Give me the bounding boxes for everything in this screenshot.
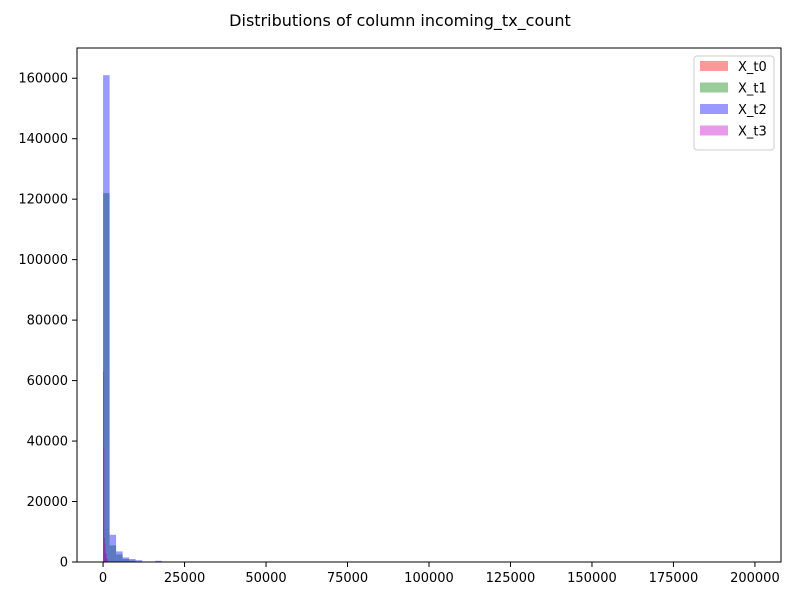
y-tick-label: 20000 bbox=[27, 495, 68, 510]
chart-title: Distributions of column incoming_tx_coun… bbox=[229, 11, 571, 31]
histogram-bar bbox=[106, 558, 109, 562]
histogram-bar bbox=[129, 560, 136, 562]
x-tick-label: 125000 bbox=[486, 571, 536, 586]
x-tick-label: 200000 bbox=[730, 571, 780, 586]
legend-swatch bbox=[700, 125, 728, 136]
histogram-bar bbox=[103, 371, 105, 562]
histogram-bar bbox=[109, 534, 117, 562]
x-tick-label: 150000 bbox=[567, 571, 617, 586]
histogram-bar bbox=[122, 557, 130, 562]
y-tick-label: 40000 bbox=[27, 435, 68, 450]
histogram-bar bbox=[122, 558, 130, 562]
series-x-t2 bbox=[103, 75, 162, 563]
x-tick-label: 25000 bbox=[164, 571, 205, 586]
bars-layer bbox=[103, 75, 162, 563]
y-axis: 0 20000 40000 60000 80000 100000 120000 140000 1… bbox=[18, 72, 77, 571]
series-x-t1 bbox=[103, 193, 136, 562]
histogram-bar bbox=[103, 193, 110, 562]
histogram-bar bbox=[105, 554, 107, 562]
histogram-bar bbox=[105, 552, 107, 562]
histogram-bar bbox=[129, 558, 136, 562]
histogram-bar bbox=[155, 560, 162, 562]
legend-box bbox=[693, 55, 775, 151]
histogram-bar bbox=[106, 558, 107, 562]
legend-label: X_t1 bbox=[738, 82, 767, 97]
x-tick-label: 75000 bbox=[327, 571, 368, 586]
legend-label: X_t2 bbox=[738, 103, 767, 118]
histogram-bar bbox=[135, 560, 143, 562]
histogram-bar bbox=[104, 537, 106, 562]
histogram-bar bbox=[116, 554, 123, 562]
y-tick-label: 0 bbox=[60, 556, 68, 571]
y-tick-label: 140000 bbox=[18, 132, 68, 147]
histogram-bar bbox=[116, 551, 123, 562]
y-tick-label: 160000 bbox=[18, 72, 68, 87]
histogram-bar bbox=[103, 75, 110, 563]
y-tick-label: 100000 bbox=[18, 253, 68, 268]
y-tick-label: 120000 bbox=[18, 193, 68, 208]
x-axis: 0 25000 50000 75000 100000 125000 150000 175000… bbox=[99, 562, 780, 586]
histogram-bar bbox=[103, 447, 105, 562]
x-tick-label: 0 bbox=[99, 571, 107, 586]
y-tick-label: 80000 bbox=[27, 314, 68, 329]
x-tick-label: 100000 bbox=[404, 571, 454, 586]
legend-swatch bbox=[700, 104, 728, 114]
x-tick-label: 50000 bbox=[245, 571, 286, 586]
legend: X_t0 X_t1 X_t2 X_t3 bbox=[693, 55, 775, 151]
legend-label: X_t0 bbox=[738, 60, 767, 75]
x-tick-label: 175000 bbox=[649, 571, 699, 586]
series-x-t0 bbox=[103, 371, 107, 562]
series-x-t3 bbox=[103, 447, 109, 562]
legend-swatch bbox=[700, 61, 728, 71]
legend-swatch bbox=[700, 82, 728, 93]
histogram-bar bbox=[109, 545, 117, 562]
histogram-bar bbox=[104, 543, 106, 562]
legend-label: X_t3 bbox=[738, 125, 767, 140]
y-tick-label: 60000 bbox=[27, 374, 68, 389]
